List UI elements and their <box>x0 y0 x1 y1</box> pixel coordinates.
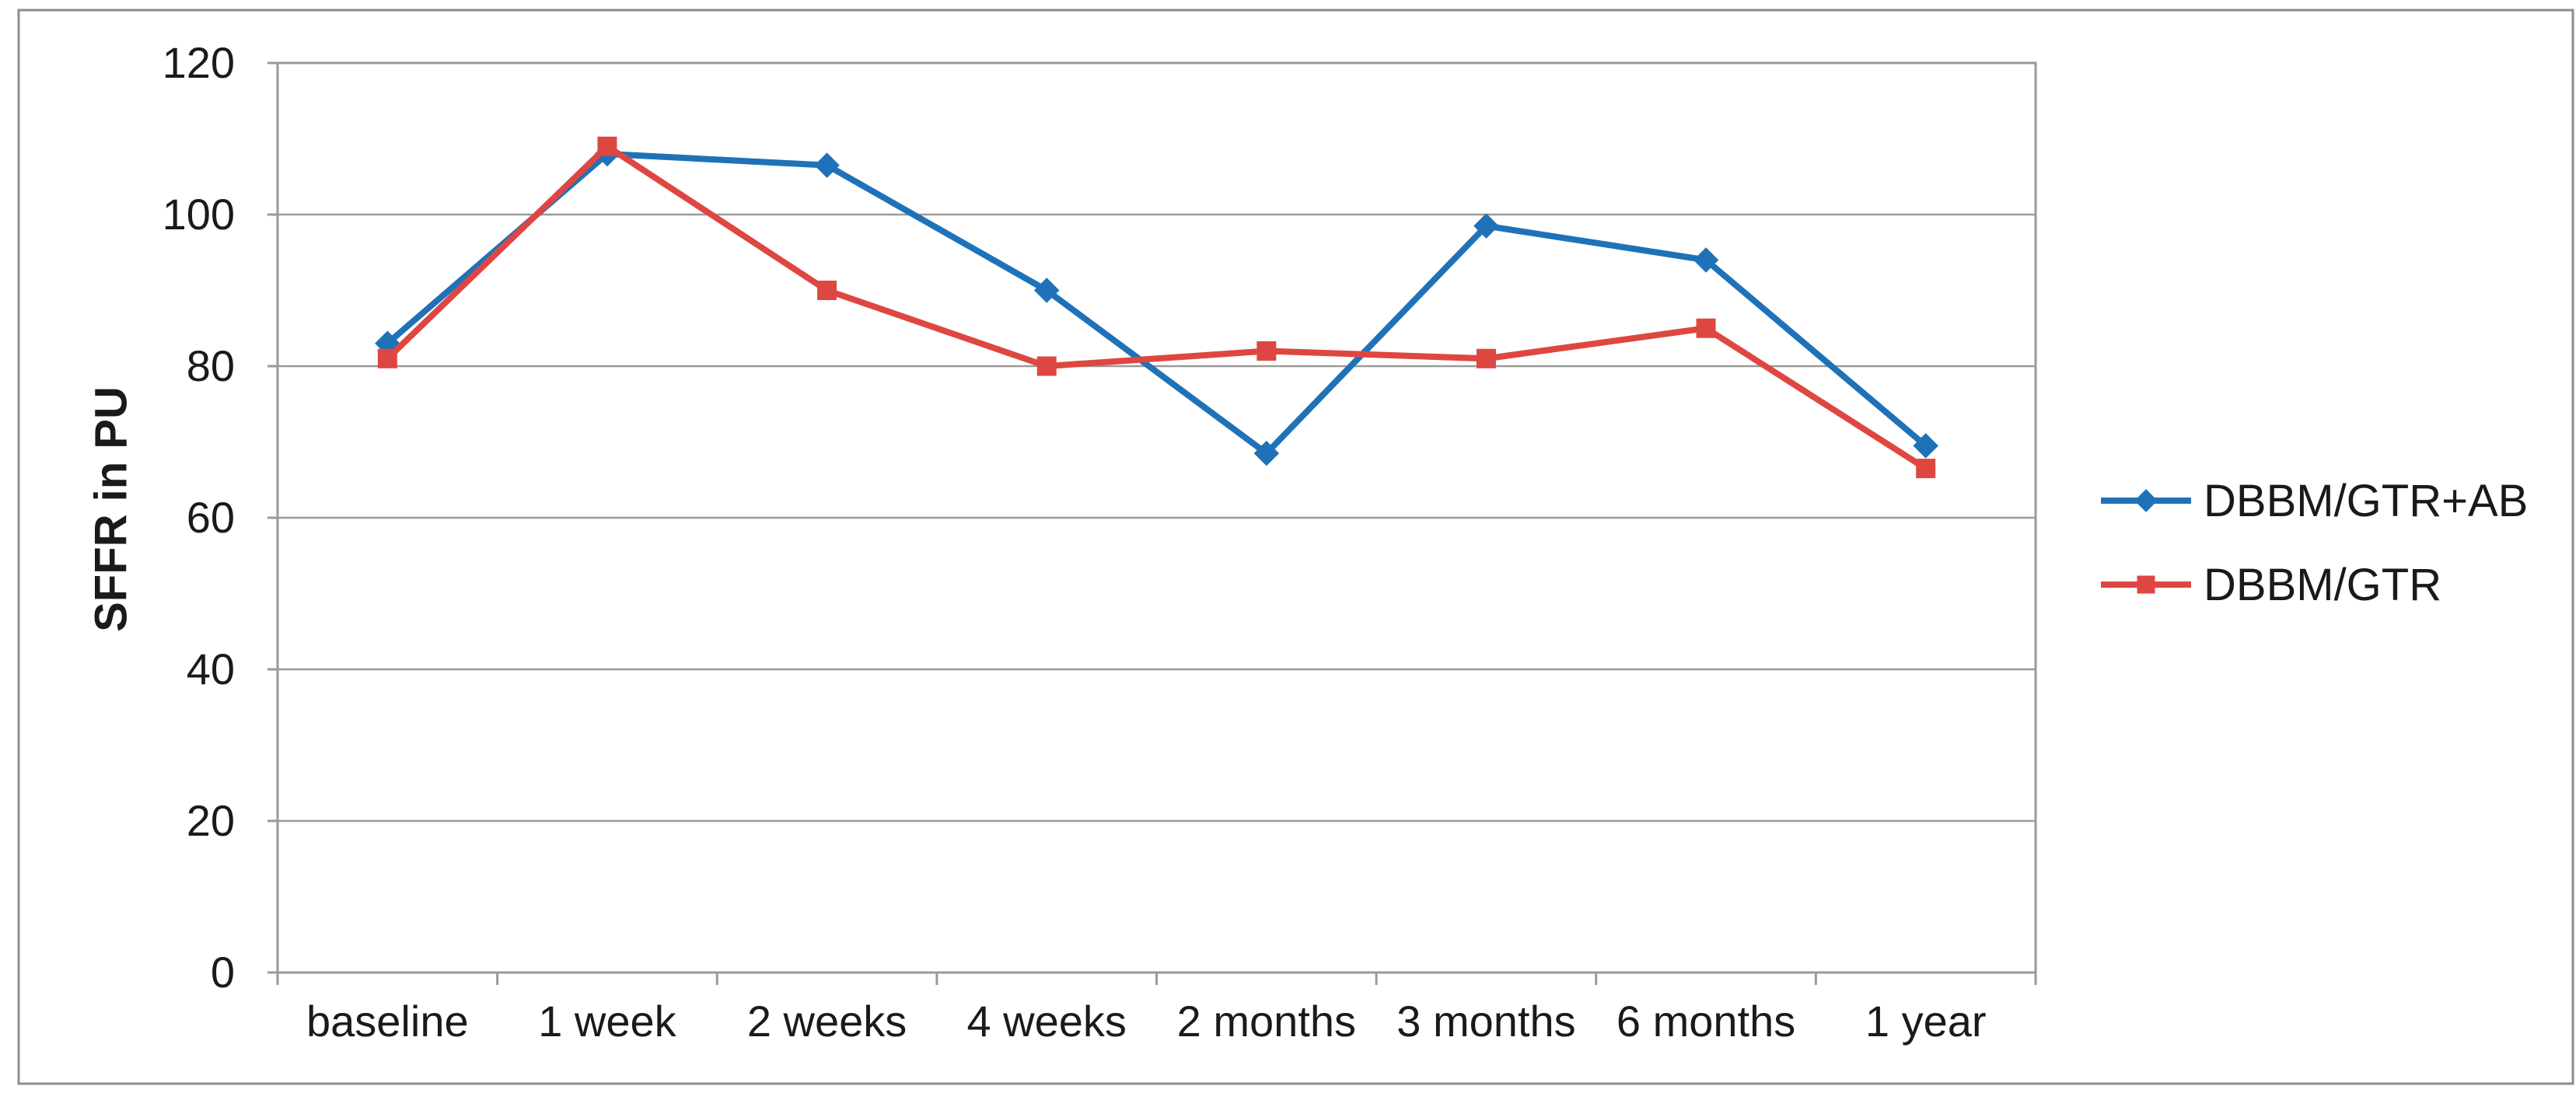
figure-border <box>17 9 2574 1085</box>
legend-label: DBBM/GTR+AB <box>2204 475 2529 526</box>
data-point-marker <box>1473 213 1499 239</box>
y-tick-label: 80 <box>187 341 235 390</box>
x-tick-label: baseline <box>306 997 469 1046</box>
legend-marker-diamond-icon <box>2101 489 2191 512</box>
data-point-marker <box>1916 459 1936 479</box>
legend-entry-dbbm-gtr: DBBM/GTR <box>2099 559 2442 610</box>
data-point-marker <box>597 136 617 156</box>
data-point-marker <box>2134 489 2158 512</box>
y-tick-label: 100 <box>163 190 235 239</box>
x-tick-label: 3 months <box>1396 997 1575 1046</box>
data-point-marker <box>1036 356 1057 376</box>
y-tick-label: 20 <box>187 796 235 845</box>
data-point-marker <box>2137 575 2155 594</box>
data-point-marker <box>814 152 840 178</box>
x-tick-label: 1 year <box>1865 997 1987 1046</box>
data-point-marker <box>1476 348 1496 368</box>
legend-marker-square-icon <box>2101 575 2191 594</box>
x-tick-label: 6 months <box>1617 997 1795 1046</box>
y-tick-label: 40 <box>187 644 235 693</box>
x-tick-label: 2 weeks <box>747 997 907 1046</box>
data-point-marker <box>1696 318 1716 338</box>
data-point-marker <box>817 281 837 300</box>
data-point-marker <box>1253 440 1280 466</box>
data-point-marker <box>1033 278 1060 303</box>
series-line-dbbm-gtr <box>384 143 1929 472</box>
legend-entry-dbbm-gtr-ab: DBBM/GTR+AB <box>2099 476 2528 526</box>
legend-label: DBBM/GTR <box>2204 559 2442 610</box>
y-tick-label: 120 <box>163 38 235 87</box>
x-tick-label: 4 weeks <box>966 997 1126 1046</box>
y-tick-label: 0 <box>211 948 235 997</box>
x-tick-label: 1 week <box>538 997 676 1046</box>
data-point-marker <box>377 348 397 368</box>
x-tick-label: 2 months <box>1177 997 1356 1046</box>
y-axis-title: SFFR in PU <box>86 386 137 632</box>
series-line-dbbm-gtr-ab <box>384 151 1929 457</box>
data-point-marker <box>1257 341 1277 361</box>
y-tick-label: 60 <box>187 493 235 542</box>
